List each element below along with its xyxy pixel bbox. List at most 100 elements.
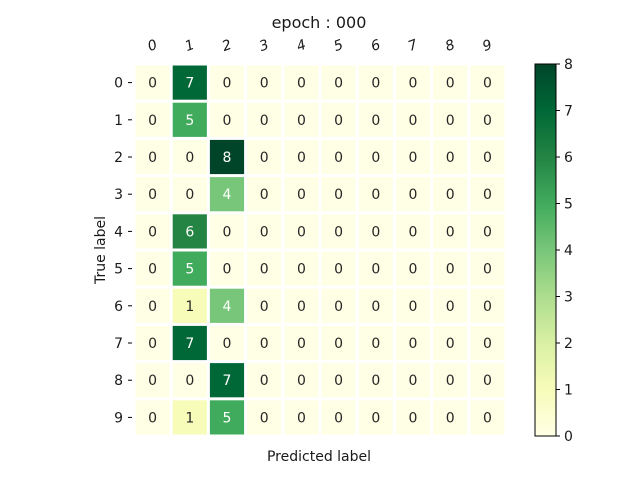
heatmap-cell <box>321 400 356 435</box>
cell-value-label: 7 <box>185 76 194 92</box>
cell-value-label: 0 <box>260 224 269 240</box>
heatmap-cell <box>284 400 319 435</box>
cell-value-label: 0 <box>483 299 492 315</box>
cell-value-label: 0 <box>260 299 269 315</box>
heatmap-cell <box>209 400 245 435</box>
cell-value-label: 0 <box>446 410 455 426</box>
cell-value-label: 0 <box>297 299 306 315</box>
heatmap-cell <box>284 177 319 212</box>
heatmap-cell <box>395 288 431 323</box>
heatmap-cell <box>433 288 468 323</box>
heatmap-cell <box>284 363 319 398</box>
heatmap-cell <box>321 139 356 175</box>
heatmap-cell <box>284 288 319 323</box>
cell-value-label: 0 <box>446 113 455 129</box>
heatmap-cell <box>321 177 356 212</box>
heatmap-cell <box>358 325 393 361</box>
cell-value-label: 0 <box>260 187 269 203</box>
heatmap-cell <box>209 363 245 398</box>
cell-value-label: 0 <box>409 373 418 389</box>
cell-value-label: 0 <box>483 150 492 166</box>
cell-value-label: 0 <box>409 113 418 129</box>
cell-value-label: 0 <box>223 113 232 129</box>
cell-value-label: 0 <box>334 113 343 129</box>
heatmap-cell <box>172 400 207 435</box>
heatmap-cell <box>247 251 282 286</box>
y-tick-label: 5 <box>114 262 123 278</box>
heatmap-cell <box>284 65 319 100</box>
cell-value-label: 0 <box>409 187 418 203</box>
y-tick-label: 6 <box>114 299 123 315</box>
x-tick-label: 3 <box>257 37 271 55</box>
heatmap-cell <box>358 251 393 286</box>
heatmap-cell <box>470 363 505 398</box>
heatmap-cell <box>172 325 207 361</box>
cell-value-label: 0 <box>483 76 492 92</box>
y-tick-label: 7 <box>114 336 123 352</box>
cell-value-label: 1 <box>185 299 194 315</box>
heatmap-cell <box>284 325 319 361</box>
cell-value-label: 0 <box>148 373 157 389</box>
x-tick-label: 1 <box>183 37 197 55</box>
heatmap-cell <box>135 363 170 398</box>
heatmap-cell <box>284 139 319 175</box>
cell-value-label: 0 <box>334 373 343 389</box>
cell-value-label: 0 <box>260 113 269 129</box>
cell-value-label: 0 <box>148 113 157 129</box>
cell-value-label: 0 <box>148 299 157 315</box>
heatmap-cell <box>358 139 393 175</box>
heatmap-cell <box>284 251 319 286</box>
heatmap-cell <box>135 251 170 286</box>
cell-value-label: 0 <box>223 262 232 278</box>
heatmap-cell <box>358 363 393 398</box>
heatmap-cell <box>247 363 282 398</box>
heatmap-cell <box>247 177 282 212</box>
heatmap-cell <box>247 325 282 361</box>
heatmap-cell <box>358 288 393 323</box>
heatmap-cell <box>433 251 468 286</box>
cell-value-label: 0 <box>297 262 306 278</box>
heatmap-cell <box>321 65 356 100</box>
cell-value-label: 0 <box>334 150 343 166</box>
heatmap-cell <box>209 102 245 137</box>
heatmap-cell <box>284 214 319 249</box>
heatmap-cell <box>358 400 393 435</box>
cell-value-label: 0 <box>446 150 455 166</box>
heatmap-cell <box>433 325 468 361</box>
heatmap-cell <box>135 102 170 137</box>
heatmap-cell <box>470 400 505 435</box>
heatmap-cell <box>172 177 207 212</box>
cell-value-label: 0 <box>446 187 455 203</box>
cell-value-label: 0 <box>409 76 418 92</box>
cell-value-label: 5 <box>185 113 194 129</box>
cell-value-label: 0 <box>409 299 418 315</box>
cell-value-label: 0 <box>148 336 157 352</box>
heatmap-cell <box>172 251 207 286</box>
x-tick-label: 9 <box>480 37 494 55</box>
cell-value-label: 0 <box>409 336 418 352</box>
cell-value-label: 0 <box>148 150 157 166</box>
y-tick-label: 4 <box>114 224 123 240</box>
cell-value-label: 0 <box>223 336 232 352</box>
cell-value-label: 0 <box>334 76 343 92</box>
heatmap-cell <box>135 400 170 435</box>
cell-value-label: 0 <box>334 336 343 352</box>
cell-value-label: 0 <box>297 373 306 389</box>
cell-value-label: 0 <box>148 262 157 278</box>
heatmap-cell <box>172 65 207 100</box>
heatmap-cell <box>470 288 505 323</box>
cell-value-label: 0 <box>409 262 418 278</box>
cell-value-label: 0 <box>260 262 269 278</box>
x-tick-label: 7 <box>406 37 420 55</box>
cell-value-label: 0 <box>446 336 455 352</box>
cell-value-label: 0 <box>334 410 343 426</box>
y-tick-label: 0 <box>114 76 123 92</box>
heatmap-cell <box>209 139 245 175</box>
heatmap-cell <box>395 177 431 212</box>
cell-value-label: 0 <box>260 373 269 389</box>
cell-value-label: 0 <box>297 150 306 166</box>
cell-value-label: 0 <box>297 336 306 352</box>
heatmap-cell <box>247 400 282 435</box>
cell-value-label: 4 <box>223 299 232 315</box>
heatmap-cell <box>395 102 431 137</box>
